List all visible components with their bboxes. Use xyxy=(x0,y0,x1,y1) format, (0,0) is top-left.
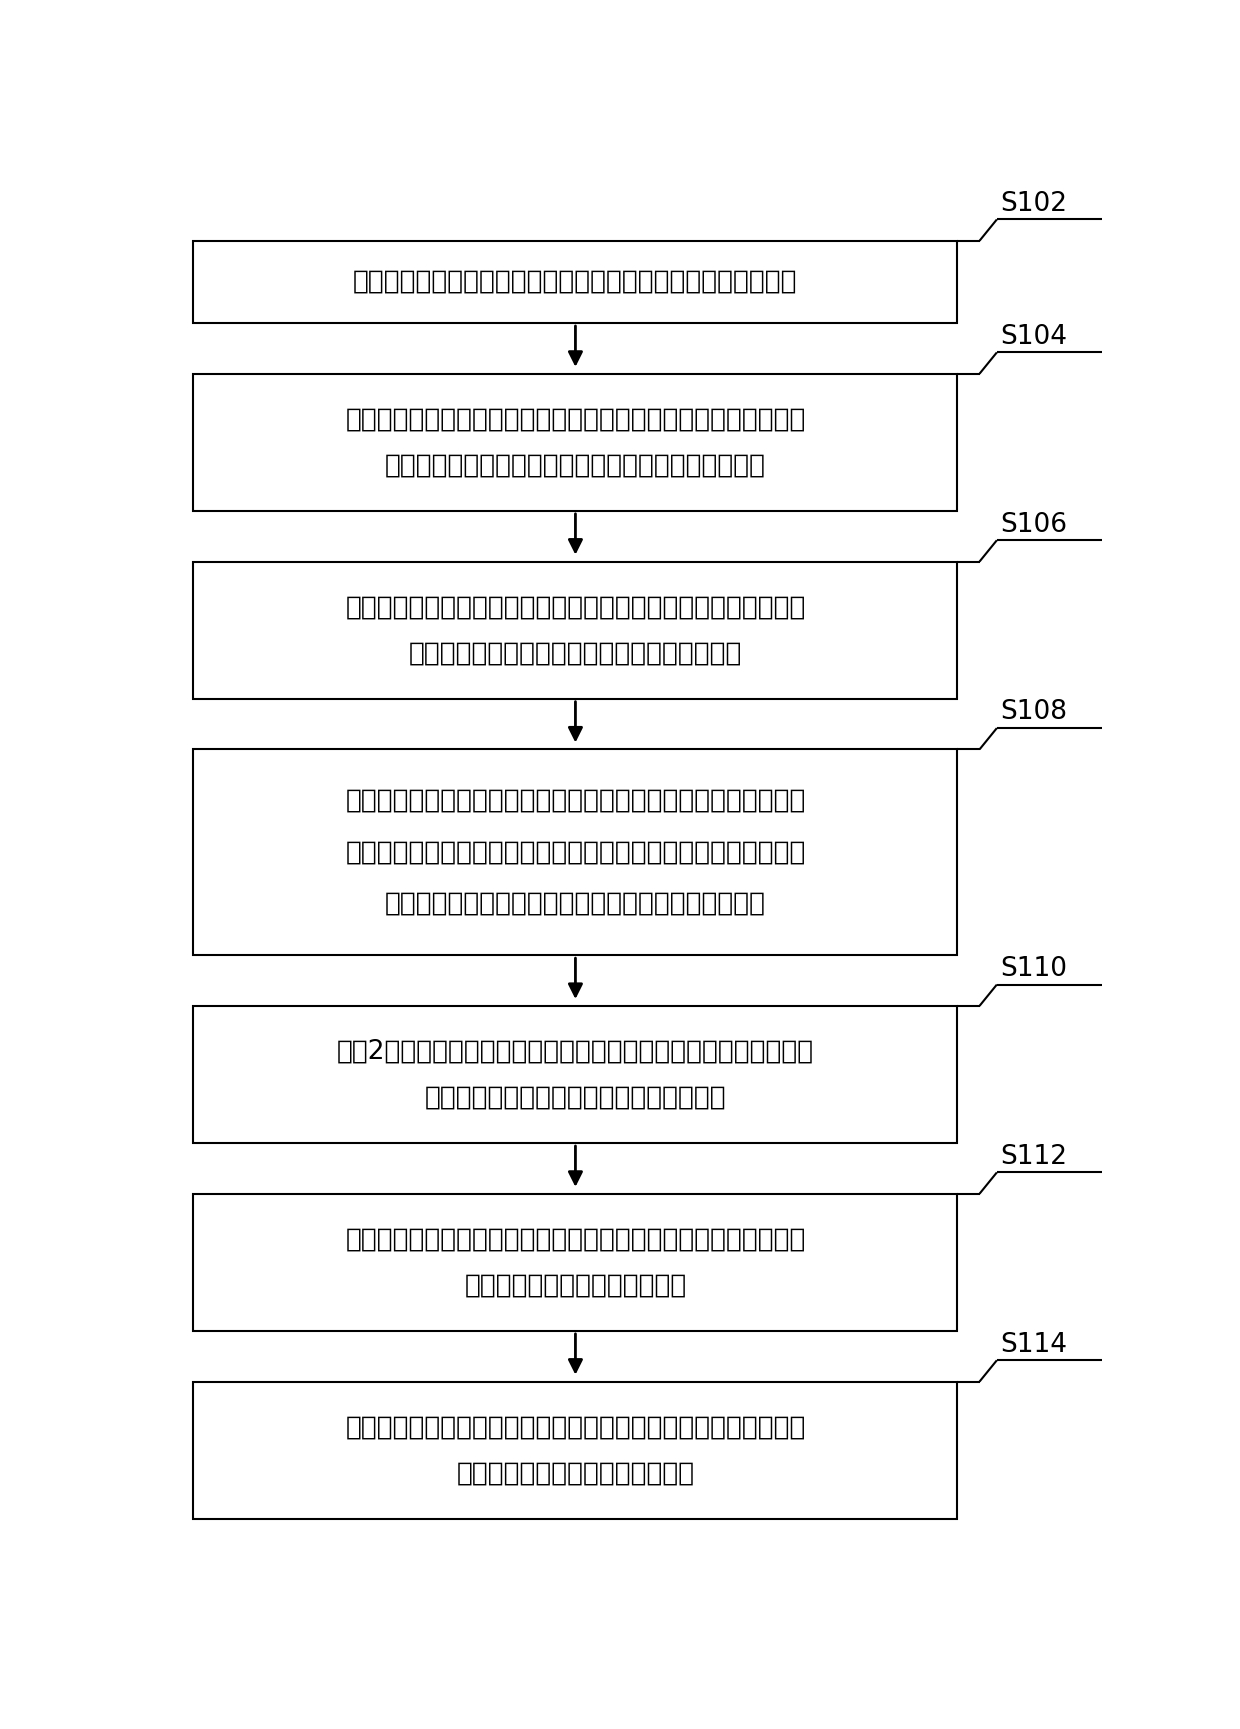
Text: 基于第二系统侧谐波电压源波动量函数的最小值确定电力系统公共: 基于第二系统侧谐波电压源波动量函数的最小值确定电力系统公共 xyxy=(345,1414,806,1440)
Text: S106: S106 xyxy=(1001,512,1068,538)
Bar xyxy=(193,749,957,956)
Bar xyxy=(193,562,957,699)
Text: 连接点处的系统侧谐波阻抗估计值: 连接点处的系统侧谐波阻抗估计值 xyxy=(456,1459,694,1487)
Bar xyxy=(193,1381,957,1518)
Bar xyxy=(193,1193,957,1331)
Text: 数据，得到谐波电压观测数据组和谐波电流观测数据组: 数据，得到谐波电压观测数据组和谐波电流观测数据组 xyxy=(384,453,766,479)
Text: S102: S102 xyxy=(1001,190,1068,216)
Bar xyxy=(193,240,957,323)
Text: 二系统侧谐波电压源波动量函数: 二系统侧谐波电压源波动量函数 xyxy=(464,1273,687,1298)
Text: S110: S110 xyxy=(1001,956,1068,982)
Text: S108: S108 xyxy=(1001,700,1068,726)
Text: S104: S104 xyxy=(1001,323,1068,349)
Text: 并对戴维南等效电路方程两端作差分运算，得到关于谐波电压波动: 并对戴维南等效电路方程两端作差分运算，得到关于谐波电压波动 xyxy=(345,839,806,864)
Text: 建立电力系统公共连接点处的系统侧电路的戴维南等效电路模型: 建立电力系统公共连接点处的系统侧电路的戴维南等效电路模型 xyxy=(353,270,797,296)
Text: S112: S112 xyxy=(1001,1145,1068,1171)
Bar xyxy=(193,1006,957,1143)
Text: S114: S114 xyxy=(1001,1331,1068,1357)
Text: 值、谐波电流波动值和系统侧谐波阻抗的电学关系方程: 值、谐波电流波动值和系统侧谐波阻抗的电学关系方程 xyxy=(384,890,766,916)
Text: 在电力系统公共连接点处，采集多个谐波电压数据和多个谐波电流: 在电力系统公共连接点处，采集多个谐波电压数据和多个谐波电流 xyxy=(345,406,806,432)
Text: 共连接点处的谐波电压波动值和谐波电流波动值: 共连接点处的谐波电压波动值和谐波电流波动值 xyxy=(409,640,742,666)
Text: 基于戴维南等效电路模型得到系统侧电路的戴维南等效电路方程，: 基于戴维南等效电路模型得到系统侧电路的戴维南等效电路方程， xyxy=(345,788,806,814)
Bar xyxy=(193,373,957,512)
Text: 将电学关系方程代入到第一系统侧谐波电压源波动量函数，得到第: 将电学关系方程代入到第一系统侧谐波电压源波动量函数，得到第 xyxy=(345,1226,806,1252)
Text: 根据2范数构建电力系统公共连接点处的系统侧谐波电压源波动量函: 根据2范数构建电力系统公共连接点处的系统侧谐波电压源波动量函 xyxy=(337,1039,813,1065)
Text: 数，得到第一系统侧谐波电压源波动量函数: 数，得到第一系统侧谐波电压源波动量函数 xyxy=(424,1084,727,1110)
Text: 基于谐波电压观测数据组和谐波电流观测数据组，计算电力系统公: 基于谐波电压观测数据组和谐波电流观测数据组，计算电力系统公 xyxy=(345,595,806,621)
